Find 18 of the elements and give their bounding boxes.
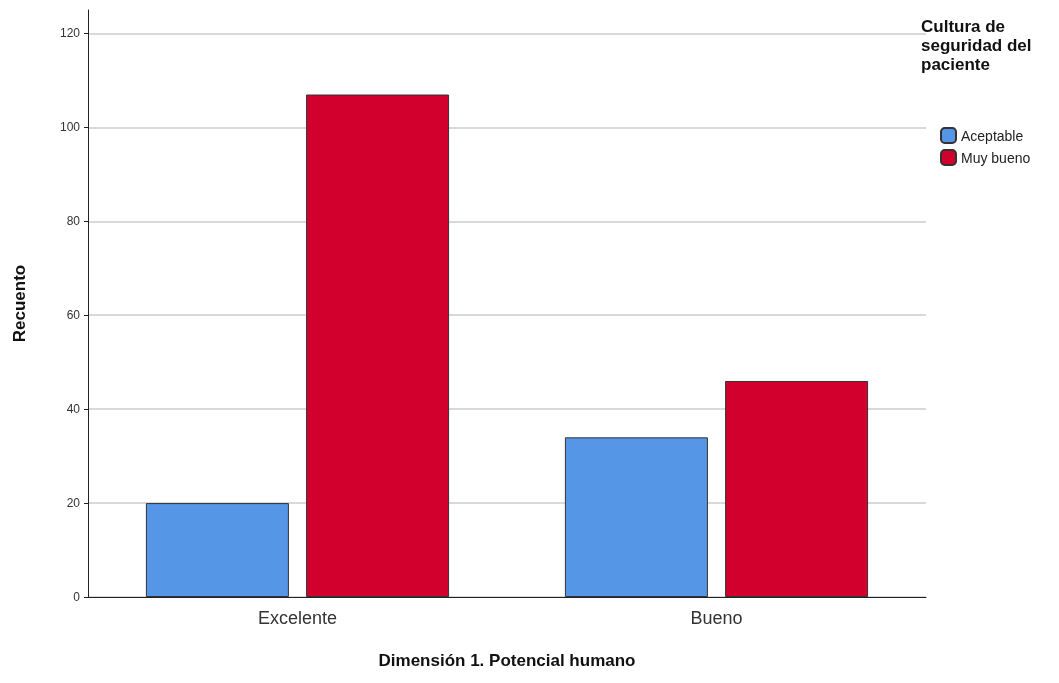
legend-label: Aceptable xyxy=(961,127,1024,144)
legend-label: Muy bueno xyxy=(961,149,1031,166)
y-tick-label: 60 xyxy=(66,308,81,323)
legend-title: Cultura de seguridad del paciente xyxy=(921,17,1037,74)
y-tick-label: 100 xyxy=(59,120,81,135)
y-tick-label: 80 xyxy=(66,214,81,229)
bar xyxy=(306,94,450,597)
y-tick-label: 0 xyxy=(73,590,81,604)
bar xyxy=(725,380,869,597)
y-tick-label: 20 xyxy=(66,496,81,511)
x-tick-label: Bueno xyxy=(690,608,743,628)
bar xyxy=(145,503,289,597)
y-tick-label: 120 xyxy=(59,26,81,41)
y-axis-title: Recuento xyxy=(10,264,29,343)
x-tick-label: Excelente xyxy=(257,608,338,628)
bar xyxy=(564,437,708,597)
x-axis-title: Dimensión 1. Potencial humano xyxy=(378,651,636,670)
y-tick-label: 40 xyxy=(66,402,81,417)
